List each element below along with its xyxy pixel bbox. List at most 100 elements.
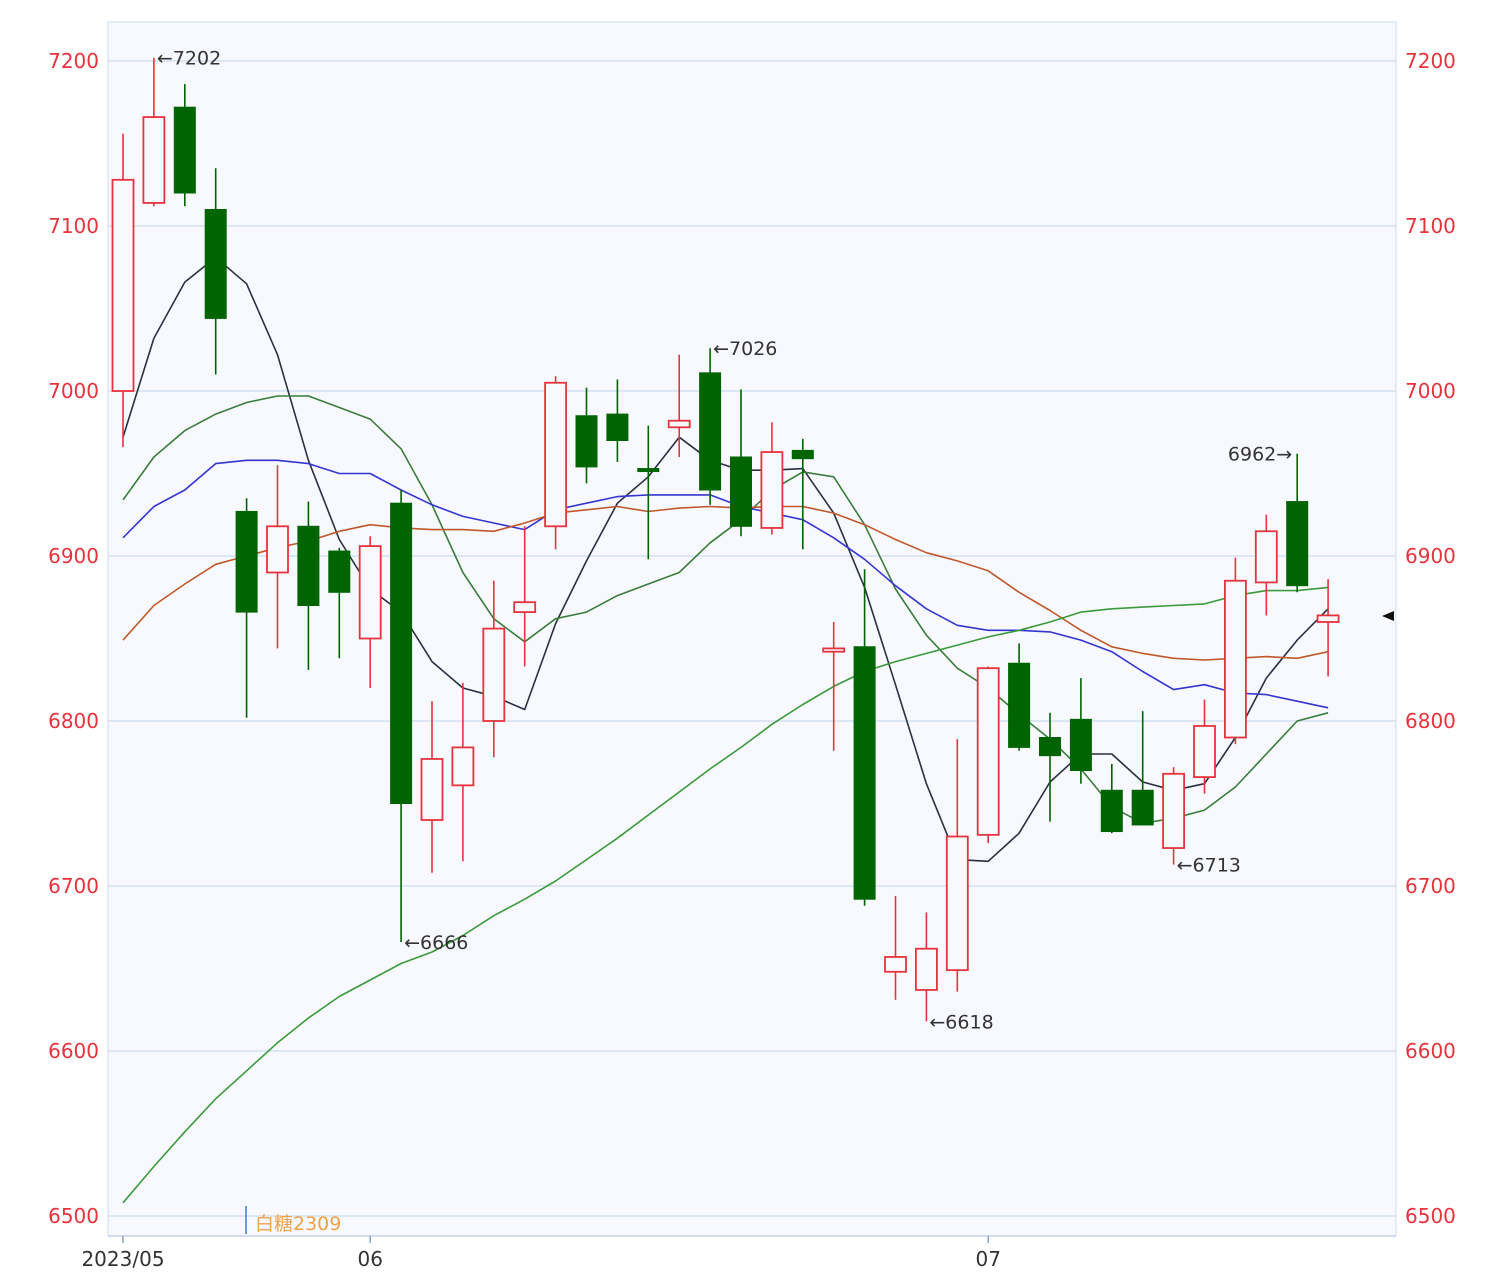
candle-body xyxy=(730,456,752,527)
y-tick-left: 7100 xyxy=(48,214,99,238)
candle-body xyxy=(328,550,351,593)
candle xyxy=(1286,453,1309,593)
extreme-price-label: ←6666 xyxy=(404,932,468,954)
candle-body xyxy=(1069,718,1092,771)
y-tick-right: 6800 xyxy=(1405,709,1456,733)
candle xyxy=(173,84,196,207)
y-tick-left: 6700 xyxy=(48,874,99,898)
candles xyxy=(111,57,1340,1022)
candle-body xyxy=(111,178,135,392)
candle-body xyxy=(945,835,969,972)
candle xyxy=(513,526,537,667)
candle-body xyxy=(575,415,598,468)
candle xyxy=(482,580,506,758)
candle xyxy=(451,683,475,862)
axis-labels: 6500 6500 6600 6600 6700 6700 6800 6800 6900 6900… xyxy=(48,49,1456,1271)
annotations: ←7202 ←6666 ←7026 ←6618 ←6713 6962→ xyxy=(157,48,1292,1034)
extreme-price-label: ←6713 xyxy=(1177,855,1241,877)
candle xyxy=(945,739,969,992)
ma20-line xyxy=(122,459,1329,709)
candle-body xyxy=(1100,789,1123,833)
candle xyxy=(822,622,846,751)
candle xyxy=(358,536,382,688)
candle-body xyxy=(976,667,1000,836)
y-tick-left: 6600 xyxy=(48,1039,99,1063)
candle xyxy=(297,501,320,670)
candle-body xyxy=(791,449,814,460)
candle-body xyxy=(1286,501,1309,587)
candle-body xyxy=(1193,725,1216,779)
ma60-line xyxy=(122,586,1329,1204)
y-tick-right: 6700 xyxy=(1405,874,1456,898)
candle xyxy=(1193,699,1216,794)
symbol-marker xyxy=(245,1206,247,1234)
candle-body xyxy=(1131,789,1154,826)
candle xyxy=(111,133,135,448)
candle xyxy=(390,490,413,943)
extreme-price-label: ←7202 xyxy=(157,48,221,70)
ma5-line xyxy=(122,256,1329,863)
candle-body xyxy=(142,116,166,204)
candle-body xyxy=(451,746,475,787)
candle-body xyxy=(667,419,691,429)
candle xyxy=(667,354,691,457)
candle xyxy=(544,376,567,550)
candle xyxy=(1039,712,1061,822)
candle xyxy=(1100,763,1123,834)
candle-body xyxy=(699,372,722,491)
candle-body xyxy=(297,525,320,606)
candle xyxy=(420,701,444,873)
x-tick-label: 07 xyxy=(975,1247,1000,1271)
candle-body xyxy=(1039,737,1061,757)
candle-body xyxy=(884,956,907,973)
y-tick-left: 6500 xyxy=(48,1204,99,1228)
grid-lines xyxy=(108,60,1396,1217)
candle-body xyxy=(266,525,289,574)
candle xyxy=(266,465,289,649)
candle-body xyxy=(1162,772,1185,849)
extreme-price-label: ←7026 xyxy=(713,338,777,360)
candle-body xyxy=(482,627,506,722)
candle xyxy=(791,438,814,550)
candle-body xyxy=(637,468,660,473)
y-tick-right: 6900 xyxy=(1405,544,1456,568)
extreme-price-label: ←6618 xyxy=(929,1011,993,1033)
candle xyxy=(853,569,876,906)
candle-body xyxy=(1008,662,1031,748)
last-price-pointer-icon xyxy=(1382,611,1394,621)
candle-body xyxy=(760,451,784,529)
candle xyxy=(1316,579,1340,677)
candle-body xyxy=(420,758,444,821)
candle xyxy=(915,912,938,1022)
candle-body xyxy=(1316,614,1340,623)
y-tick-right: 7000 xyxy=(1405,379,1456,403)
candle-body xyxy=(204,209,227,319)
y-tick-right: 7200 xyxy=(1405,49,1456,73)
candle xyxy=(606,379,629,462)
extreme-price-label: 6962→ xyxy=(1228,444,1292,466)
candle-body xyxy=(235,510,258,613)
candle xyxy=(884,895,907,1000)
candle-body xyxy=(606,413,629,442)
candle xyxy=(730,389,752,537)
candle xyxy=(204,168,227,375)
ma40-line xyxy=(122,505,1329,661)
y-tick-left: 6900 xyxy=(48,544,99,568)
candle-body xyxy=(173,106,196,194)
ma10-line xyxy=(122,395,1329,825)
candle-body xyxy=(1224,579,1247,739)
candle xyxy=(1008,643,1031,751)
candle xyxy=(976,666,1000,844)
candle xyxy=(575,387,598,484)
candle-body xyxy=(390,502,413,804)
y-tick-right: 6500 xyxy=(1405,1204,1456,1228)
candle xyxy=(1131,711,1154,826)
moving-average-lines xyxy=(122,256,1329,1204)
symbol-label: 白糖2309 xyxy=(255,1213,341,1235)
candle xyxy=(760,422,784,535)
candle xyxy=(235,498,258,718)
y-tick-left: 7200 xyxy=(48,49,99,73)
x-tick-label: 2023/05 xyxy=(81,1247,164,1271)
